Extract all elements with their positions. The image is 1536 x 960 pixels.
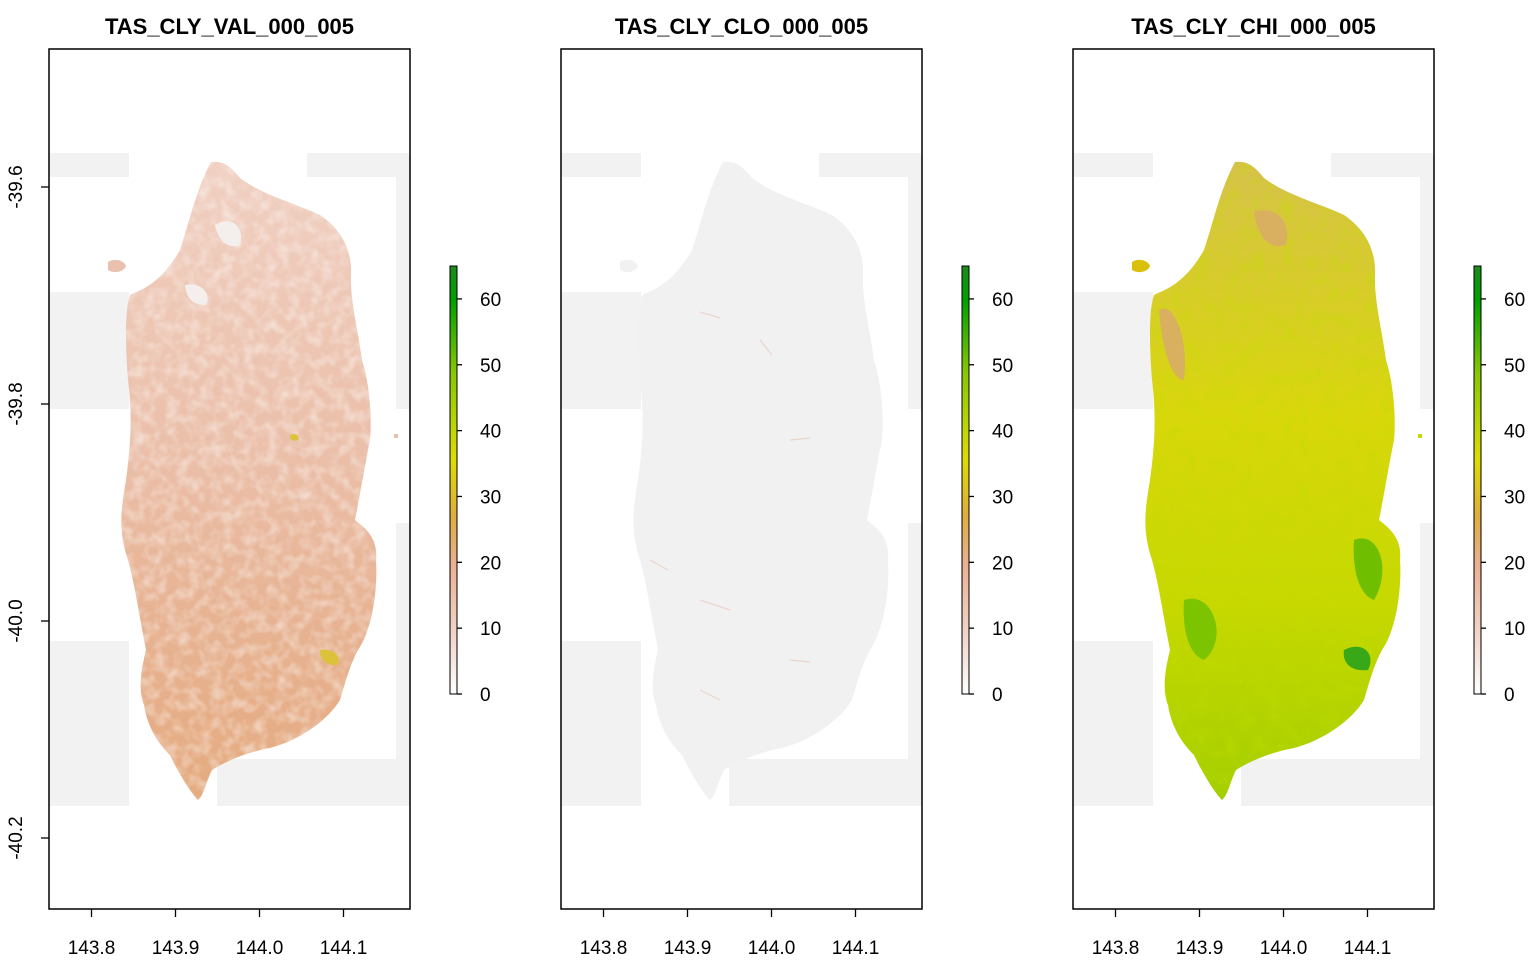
x-tick-label: 143.9	[1176, 938, 1224, 959]
na-tile	[396, 523, 410, 806]
na-tiles	[49, 153, 410, 806]
x-tick-label: 144.1	[1344, 938, 1392, 959]
legend-tick-label: 40	[992, 422, 1013, 443]
plot-frame	[1072, 48, 1435, 910]
na-tile	[49, 153, 129, 177]
na-tile	[1331, 153, 1434, 177]
panel-title: TAS_CLY_VAL_000_005	[105, 14, 354, 39]
legend-gradient	[1474, 266, 1481, 694]
na-tile	[1073, 292, 1153, 409]
na-tiles	[1073, 153, 1434, 806]
legend-border	[961, 265, 970, 695]
legend-colorbar: 0 10 20 30 40 50 60	[1473, 265, 1525, 706]
legend-gradient	[450, 266, 457, 694]
na-tile	[1241, 759, 1434, 806]
y-tick-label: -40.2	[6, 816, 27, 859]
na-tile	[561, 641, 641, 806]
na-tile	[561, 292, 641, 409]
legend-tick-label: 50	[992, 356, 1013, 377]
na-tiles	[561, 153, 922, 806]
legend-tick-label: 10	[480, 619, 501, 640]
plot-frame	[560, 48, 923, 910]
x-tick-label: 143.8	[1092, 938, 1140, 959]
legend-tick-label: 10	[992, 619, 1013, 640]
panel-title: TAS_CLY_CLO_000_005	[615, 14, 868, 39]
map-panel-clo: TAS_CLY_CLO_000_005 143.8 143.9 144.0 144.1 0…	[560, 14, 1013, 959]
na-tile	[1073, 153, 1153, 177]
map-panel-val: TAS_CLY_VAL_000_005 143.8 143.9 144.0 144.1 -…	[6, 14, 501, 959]
y-tick-label: -39.8	[6, 382, 27, 425]
legend-border	[449, 265, 458, 695]
legend-colorbar: 0 10 20 30 40 50 60	[961, 265, 1013, 706]
x-tick-label: 144.1	[832, 938, 880, 959]
x-tick-label: 144.0	[1260, 938, 1308, 959]
legend-tick-label: 0	[480, 685, 491, 706]
x-tick-label: 144.0	[236, 938, 284, 959]
panel-title: TAS_CLY_CHI_000_005	[1131, 14, 1376, 39]
legend-colorbar: 0 10 20 30 40 50 60	[449, 265, 501, 706]
legend-tick-label: 40	[480, 422, 501, 443]
na-tile	[819, 153, 922, 177]
legend-tick-label: 60	[992, 290, 1013, 311]
legend-tick-label: 0	[1504, 685, 1515, 706]
na-tile	[561, 153, 641, 177]
na-tile	[307, 153, 410, 177]
legend-tick-label: 60	[1504, 290, 1525, 311]
x-axis: 143.8 143.9 144.0 144.1	[68, 909, 368, 959]
legend-tick-label: 20	[480, 553, 501, 574]
na-tile	[908, 177, 922, 409]
na-tile	[1420, 177, 1434, 409]
legend-tick-label: 20	[992, 553, 1013, 574]
legend-tick-label: 20	[1504, 553, 1525, 574]
x-axis: 143.8 143.9 144.0 144.1	[1092, 909, 1392, 959]
island-raster	[1132, 161, 1422, 801]
legend-tick-label: 60	[480, 290, 501, 311]
plot-frame	[48, 48, 411, 910]
x-tick-label: 143.9	[152, 938, 200, 959]
legend-tick-label: 30	[480, 487, 501, 508]
legend-border	[1473, 265, 1482, 695]
x-tick-label: 144.0	[748, 938, 796, 959]
na-tile	[396, 177, 410, 409]
na-tile	[908, 523, 922, 806]
na-tile	[1073, 641, 1153, 806]
map-panel-chi: TAS_CLY_CHI_000_005 143.8 143.9 144.0 144.1 0…	[1072, 14, 1525, 959]
legend-gradient	[962, 266, 969, 694]
legend-tick-label: 50	[1504, 356, 1525, 377]
na-tile	[729, 759, 922, 806]
legend-tick-label: 30	[992, 487, 1013, 508]
na-tile	[1420, 523, 1434, 806]
legend-tick-label: 50	[480, 356, 501, 377]
legend-tick-label: 0	[992, 685, 1003, 706]
y-tick-label: -39.6	[6, 165, 27, 208]
island-raster	[620, 161, 889, 801]
na-tile	[49, 292, 129, 409]
legend-tick-label: 40	[1504, 422, 1525, 443]
na-tile	[217, 759, 410, 806]
na-tile	[49, 641, 129, 806]
legend-tick-label: 30	[1504, 487, 1525, 508]
x-axis: 143.8 143.9 144.0 144.1	[580, 909, 880, 959]
x-tick-label: 143.8	[580, 938, 628, 959]
legend-tick-label: 10	[1504, 619, 1525, 640]
y-tick-label: -40.0	[6, 599, 27, 642]
x-tick-label: 144.1	[320, 938, 368, 959]
y-axis: -39.6 -39.8 -40.0 -40.2	[6, 165, 49, 860]
x-tick-label: 143.8	[68, 938, 116, 959]
x-tick-label: 143.9	[664, 938, 712, 959]
island-raster	[108, 161, 398, 801]
